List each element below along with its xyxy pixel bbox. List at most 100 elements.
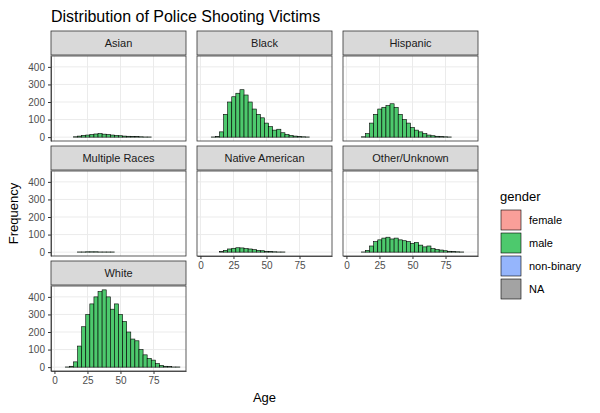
tick-mark [120, 371, 121, 374]
bar [439, 250, 443, 252]
y-axis-title: Frequency [6, 182, 21, 244]
bars [78, 251, 115, 252]
bar [265, 251, 269, 253]
strip [197, 146, 332, 170]
bar [110, 309, 114, 367]
bar [61, 252, 65, 253]
tick: 0 [39, 132, 51, 143]
grid-line [51, 84, 186, 85]
bar [143, 355, 147, 367]
bar [143, 252, 147, 253]
bar [119, 314, 123, 367]
tick-mark [233, 256, 234, 259]
bar [419, 132, 423, 137]
axis-line [344, 256, 479, 257]
bar [236, 248, 240, 252]
title: Distribution of Police Shooting Victims [51, 8, 320, 25]
tick: 100 [28, 114, 51, 125]
y-axis: 0100200300400 [28, 287, 51, 373]
bar [219, 251, 223, 253]
bar [439, 136, 443, 138]
bar [297, 136, 301, 138]
bar [114, 304, 118, 367]
bar [431, 249, 435, 253]
facet: Asian0100200300400 [28, 31, 186, 143]
tick: 0 [344, 256, 350, 271]
tick: 200 [28, 212, 51, 223]
bars [211, 90, 309, 137]
bar [244, 249, 248, 253]
bar [260, 118, 264, 137]
tick-label: 100 [28, 114, 45, 125]
bar [386, 106, 390, 138]
bar [232, 248, 236, 252]
facet: Native American0255075 [197, 146, 333, 271]
bar [468, 137, 472, 138]
bar [301, 252, 305, 253]
bar [73, 252, 77, 253]
bar [378, 240, 382, 252]
bar [98, 251, 102, 252]
legend-key [501, 256, 521, 276]
tick-mark [446, 256, 447, 259]
bar [151, 252, 155, 253]
bar [159, 365, 163, 367]
axis-line [52, 371, 187, 372]
strip [343, 31, 478, 55]
grid-line [197, 234, 332, 235]
grid [197, 171, 332, 256]
bar [139, 252, 143, 253]
bar [69, 137, 73, 138]
grid-line [153, 56, 154, 141]
bar [65, 137, 69, 138]
bar [435, 136, 439, 138]
bar [147, 136, 151, 137]
bar [464, 252, 468, 253]
grid-line [445, 171, 446, 256]
bar [78, 136, 82, 137]
bar [353, 252, 357, 253]
bar [265, 123, 269, 137]
legend-label: NA [529, 283, 545, 295]
bar [73, 362, 77, 367]
bar [131, 136, 135, 138]
strip [343, 146, 478, 170]
bar [460, 137, 464, 138]
grid-line [343, 84, 478, 85]
tick-mark [48, 350, 51, 351]
bar [451, 251, 455, 253]
bar [322, 137, 326, 138]
bar [207, 137, 211, 138]
bar [386, 237, 390, 252]
grid [51, 56, 186, 141]
strip-label: Other/Unknown [372, 152, 448, 164]
bar [256, 114, 260, 137]
bar [135, 252, 139, 253]
tick-label: 50 [115, 375, 127, 386]
facet: Hispanic [343, 31, 478, 141]
bar [78, 251, 82, 252]
bar [273, 130, 277, 137]
tick: 0 [39, 247, 51, 258]
tick-label: 75 [440, 260, 452, 271]
grid-line [266, 171, 267, 256]
tick: 300 [28, 194, 51, 205]
grid-line [197, 252, 332, 253]
bar [269, 251, 273, 253]
bar [65, 252, 69, 253]
panel-frame [51, 286, 186, 371]
grid-line [343, 66, 478, 67]
bar [159, 137, 163, 138]
strip [51, 31, 186, 55]
tick-mark [48, 217, 51, 218]
bar [443, 251, 447, 252]
grid-line [200, 171, 201, 256]
tick-label: 300 [28, 194, 45, 205]
axis-line [51, 172, 52, 257]
bar [82, 251, 86, 252]
tick: 0 [52, 371, 58, 386]
tick: 75 [440, 256, 452, 271]
grid-line [120, 56, 121, 141]
bar [281, 251, 285, 252]
grid [51, 171, 186, 256]
